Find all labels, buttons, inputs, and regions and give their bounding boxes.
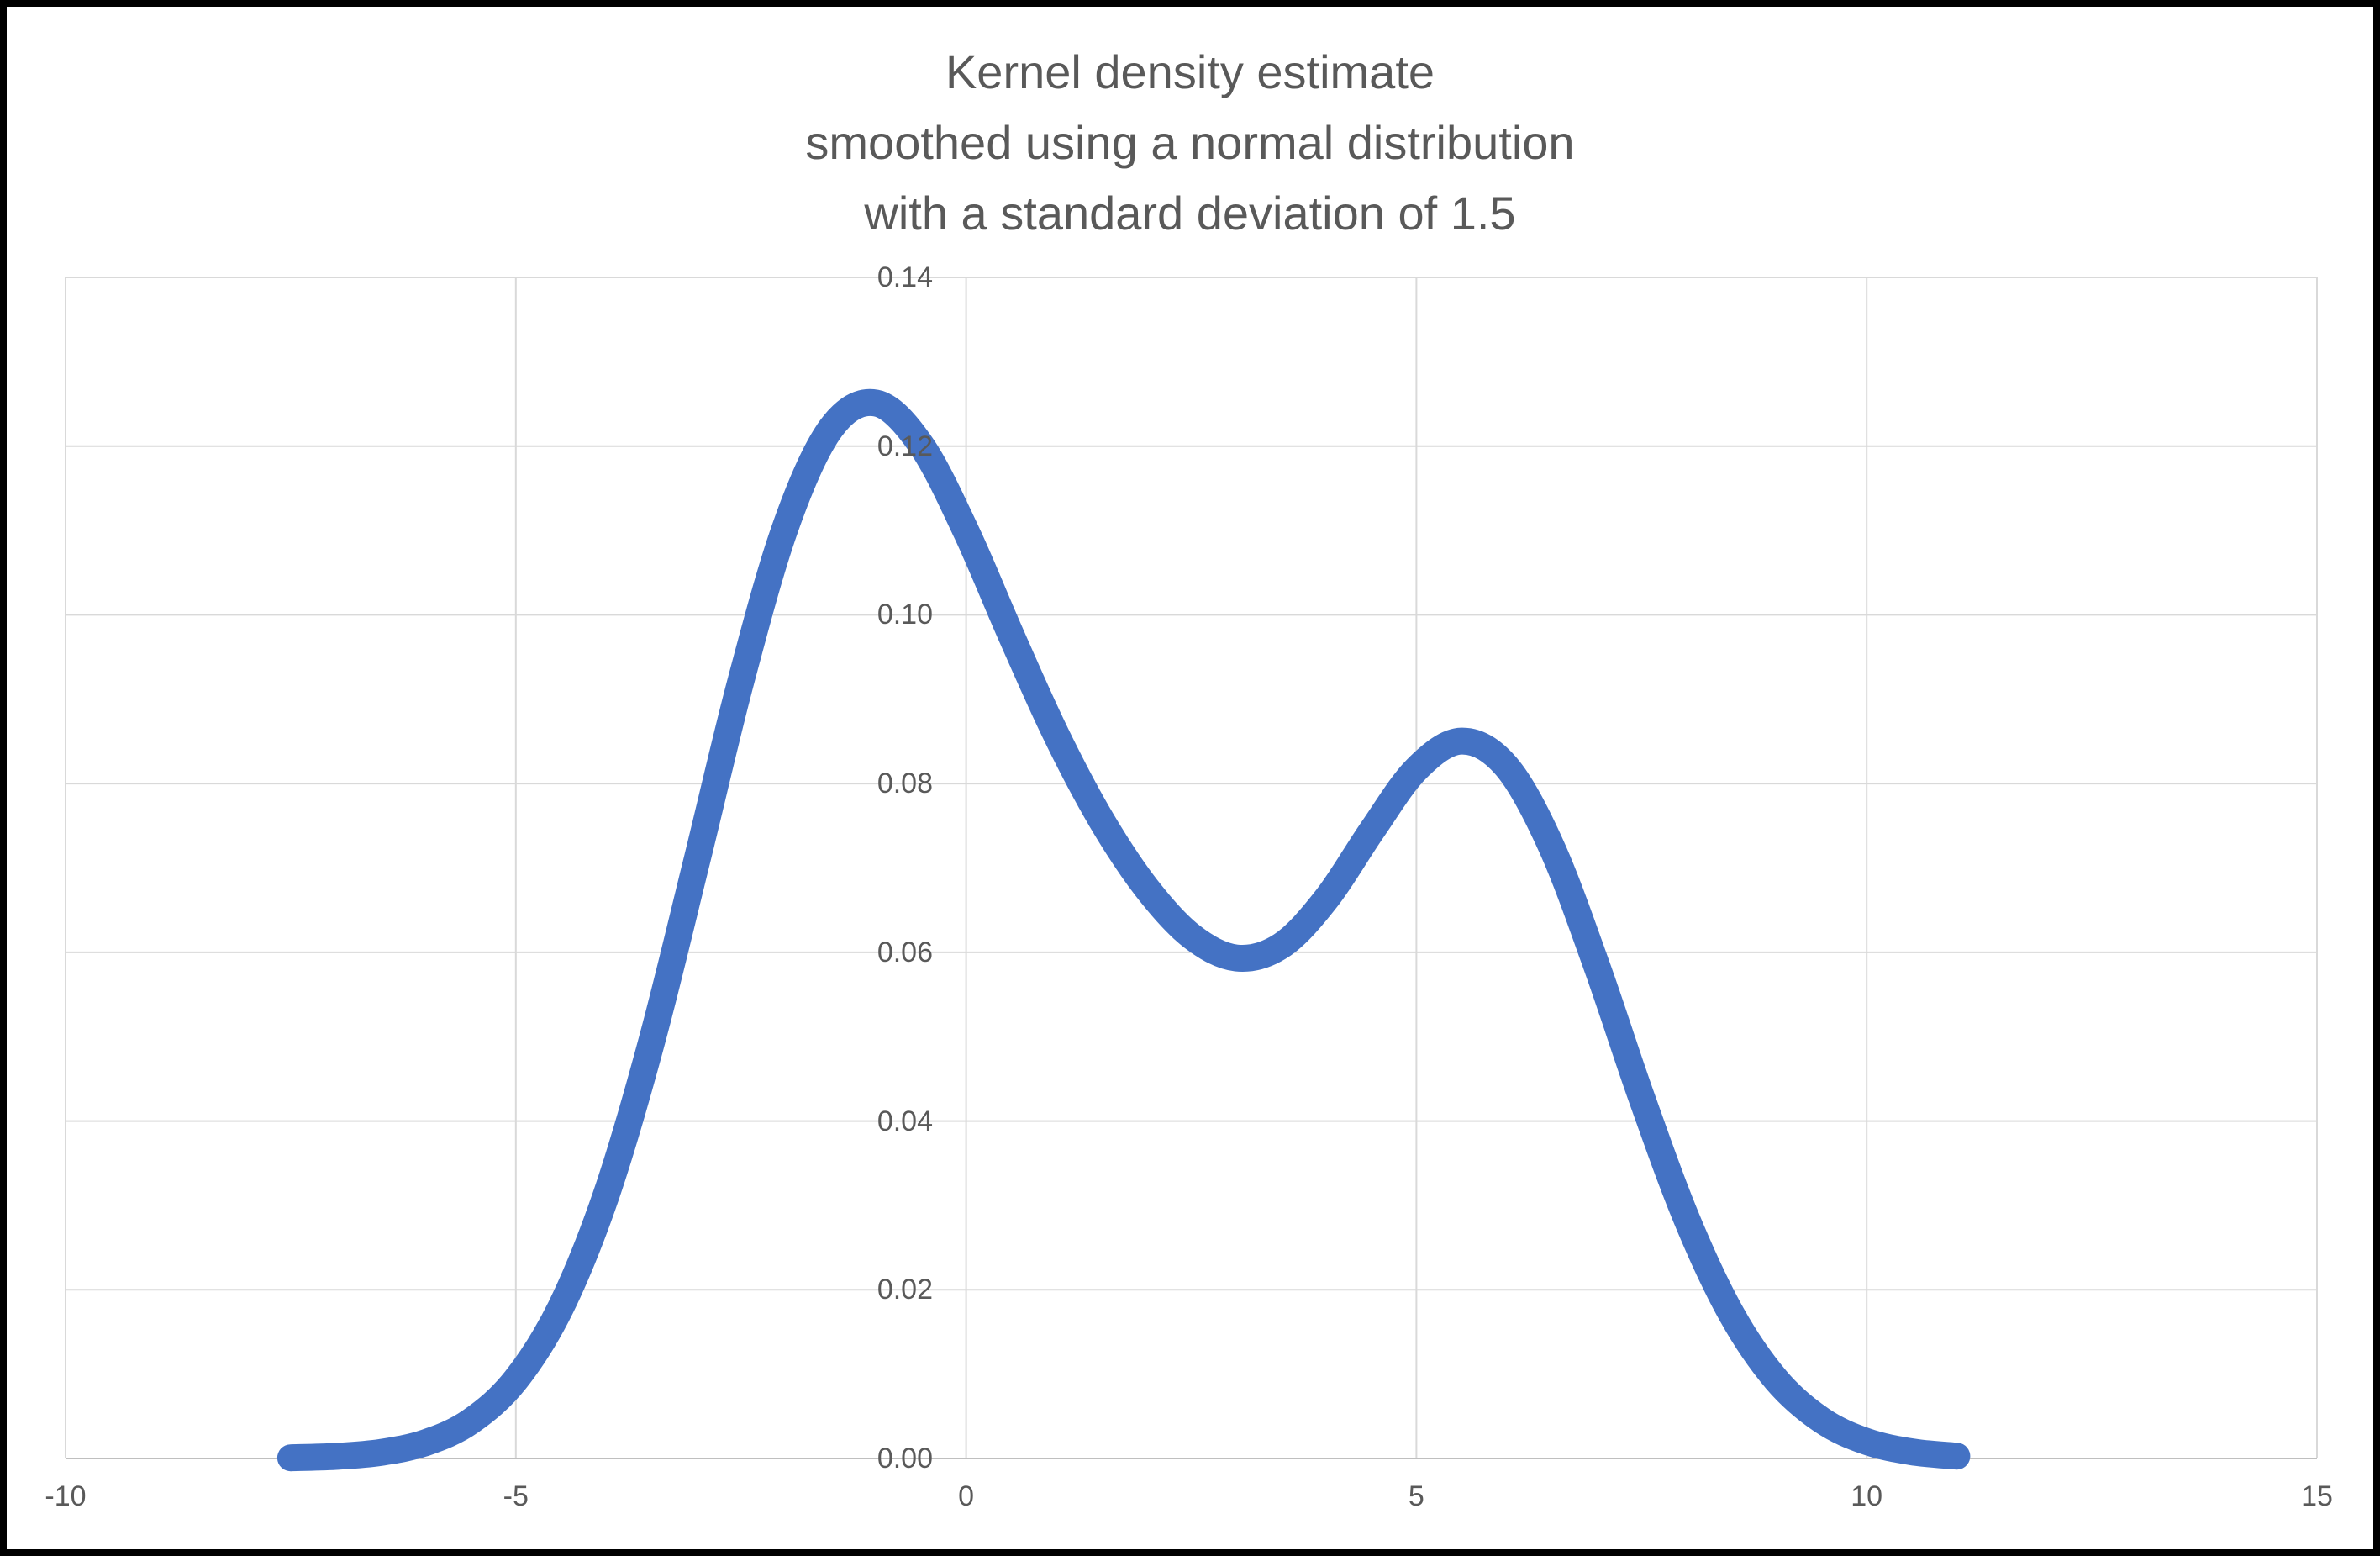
y-tick-label: 0.08 xyxy=(877,767,933,800)
x-tick-label: 5 xyxy=(1408,1480,1424,1512)
y-tick-label: 0.06 xyxy=(877,936,933,968)
x-tick-label: 10 xyxy=(1851,1480,1883,1512)
chart-title-line-2: smoothed using a normal distribution xyxy=(805,116,1575,169)
kde-curve-line xyxy=(276,388,1971,1472)
x-tick-label: -5 xyxy=(503,1480,529,1512)
kde-chart: Kernel density estimate smoothed using a… xyxy=(7,7,2373,1549)
y-tick-label: 0.00 xyxy=(877,1443,933,1474)
y-tick-label: 0.12 xyxy=(877,430,933,462)
x-tick-label: 0 xyxy=(958,1480,975,1512)
y-tick-label: 0.04 xyxy=(877,1105,933,1137)
plot-area xyxy=(65,277,2318,1472)
x-tick-label: 15 xyxy=(2301,1480,2333,1512)
gridlines xyxy=(65,277,2318,1459)
chart-title: Kernel density estimate smoothed using a… xyxy=(7,37,2373,249)
chart-title-line-3: with a standard deviation of 1.5 xyxy=(864,187,1516,240)
y-tick-label: 0.02 xyxy=(877,1274,933,1306)
y-tick-label: 0.14 xyxy=(877,261,933,293)
y-tick-label: 0.10 xyxy=(877,599,933,631)
chart-title-line-1: Kernel density estimate xyxy=(945,45,1435,98)
x-tick-label: -10 xyxy=(45,1480,87,1512)
